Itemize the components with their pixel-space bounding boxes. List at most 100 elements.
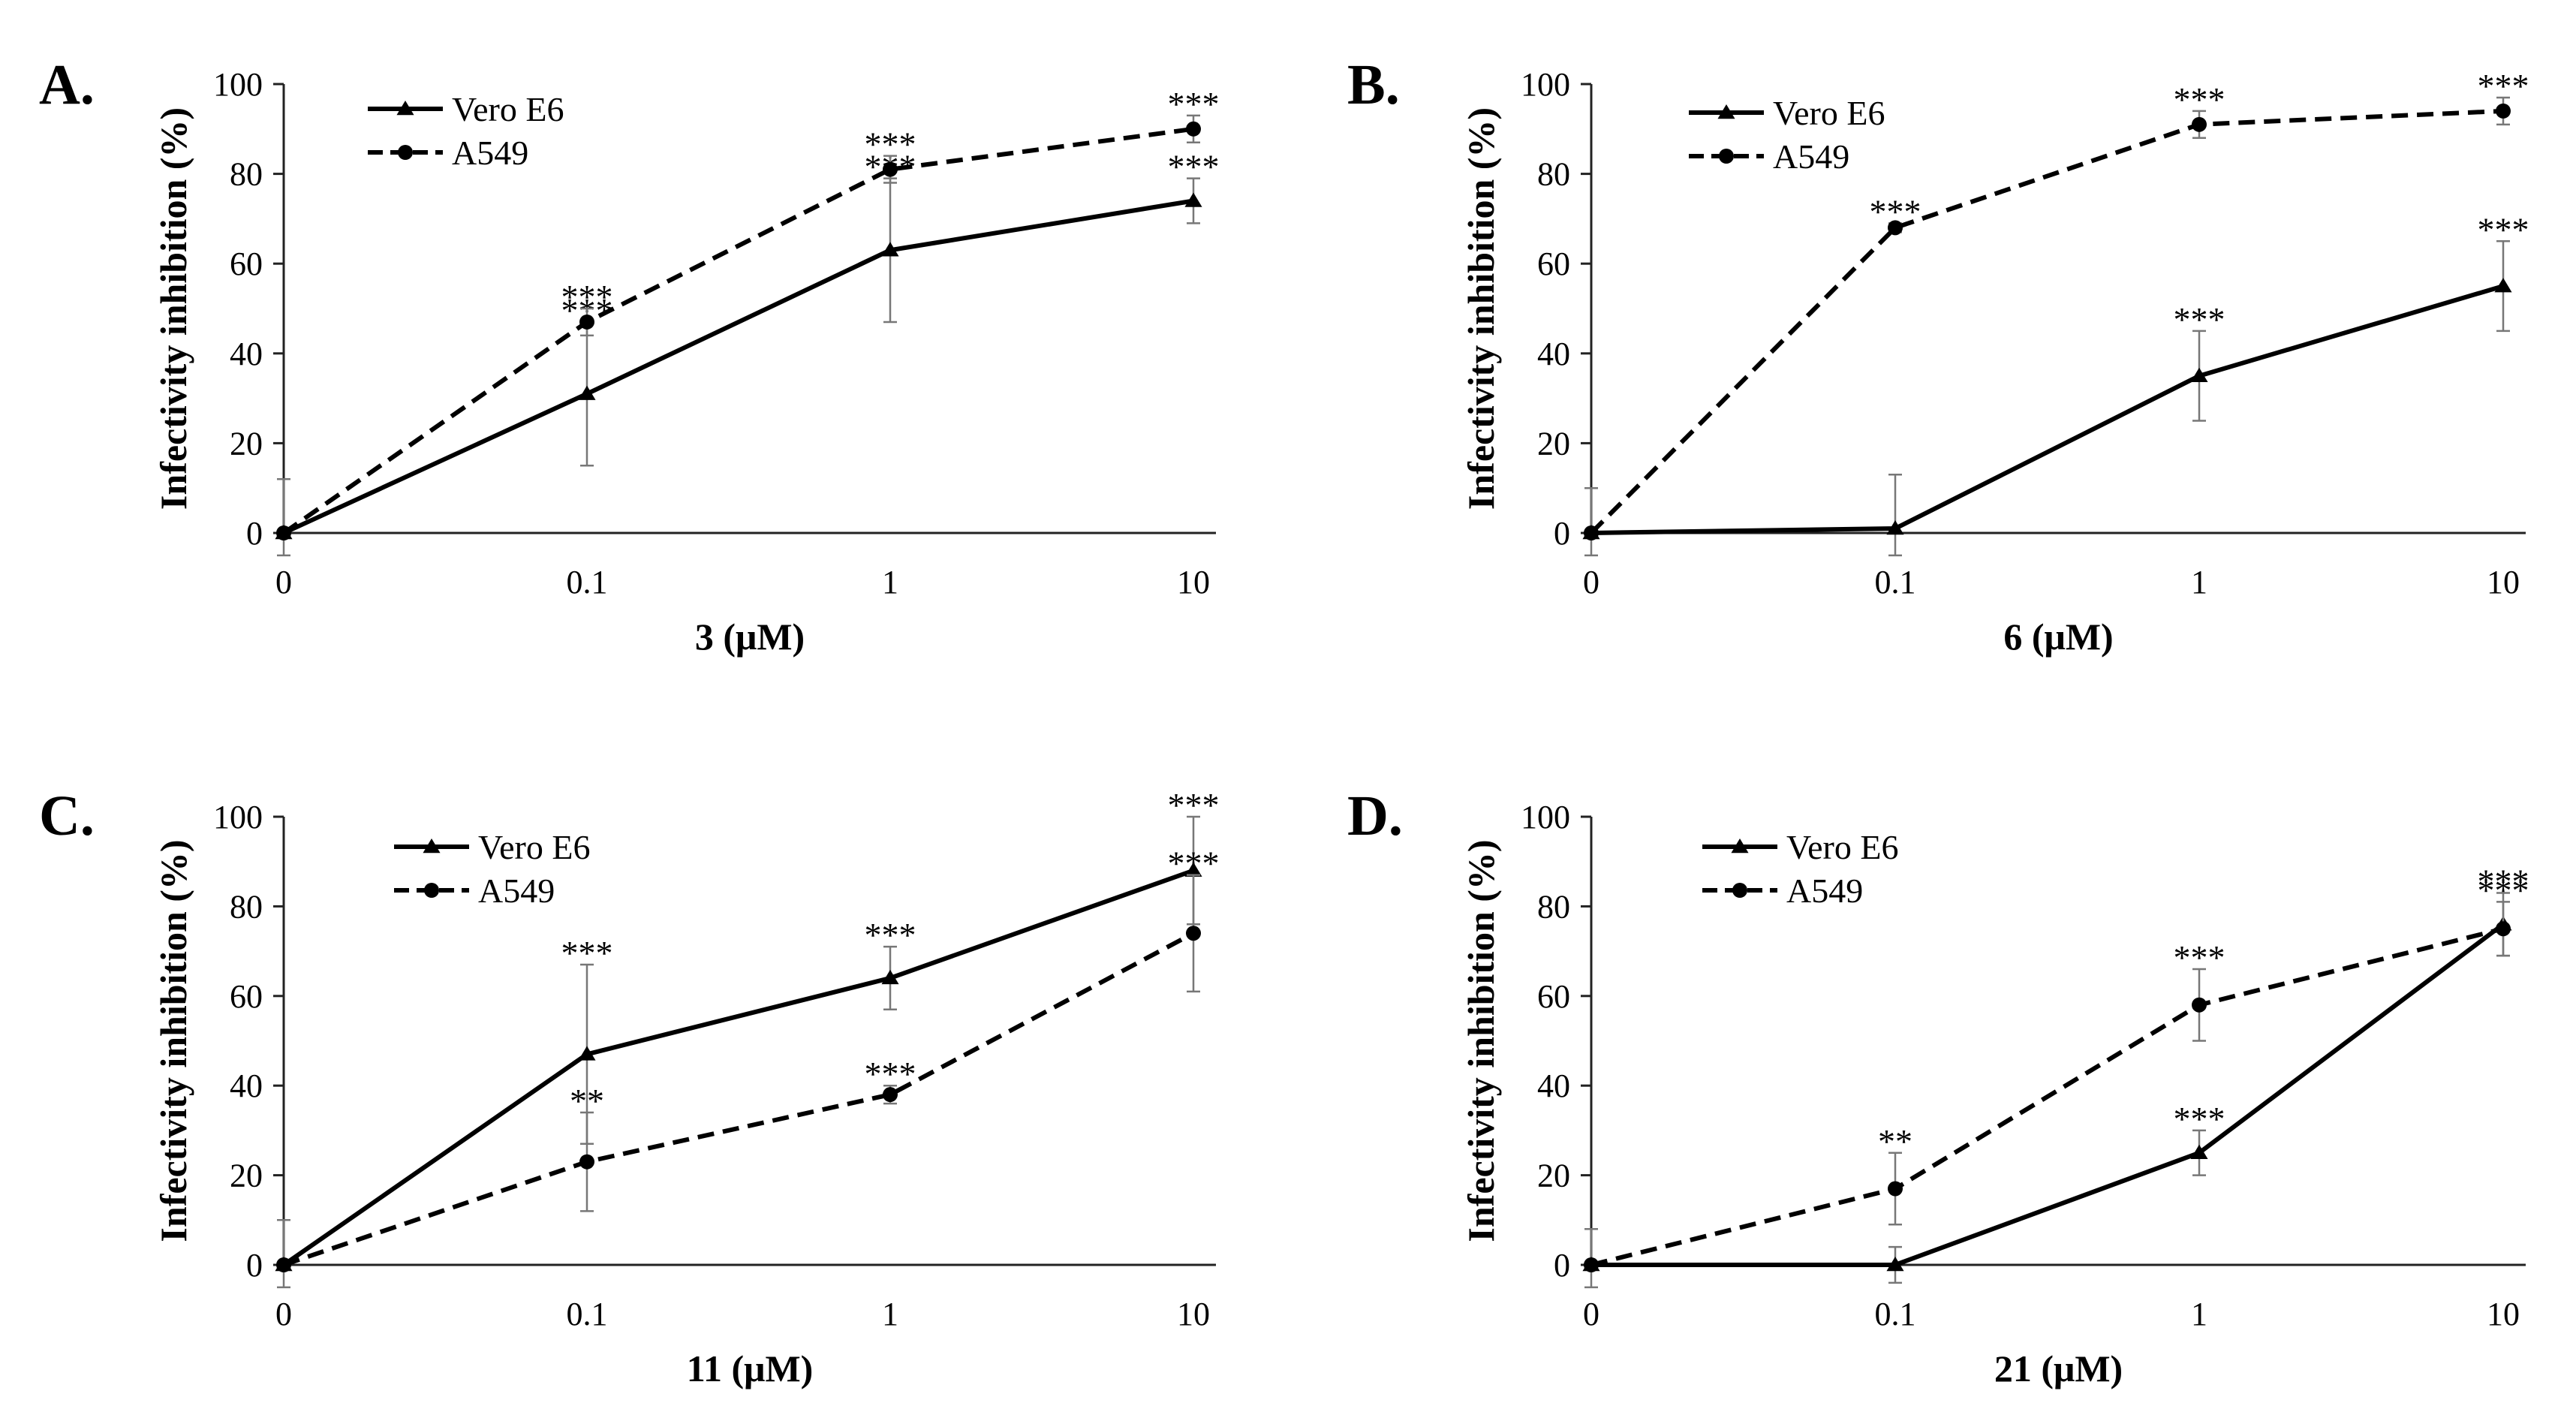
y-axis-title: Infectivity inhibition (%) [152, 107, 194, 510]
data-point [881, 242, 899, 257]
y-tick-label: 0 [246, 515, 263, 552]
x-tick-label: 10 [1177, 1296, 1210, 1332]
significance-label: *** [865, 916, 916, 954]
legend-marker [1731, 838, 1749, 854]
x-tick-label: 10 [1177, 564, 1210, 601]
panel-letter: B. [1347, 53, 1400, 116]
y-tick-label: 80 [1537, 888, 1570, 925]
legend-marker [1717, 104, 1735, 119]
significance-label: *** [2478, 67, 2529, 105]
y-axis-title: Infectivity inhibition (%) [1460, 107, 1502, 510]
y-tick-label: 20 [1537, 425, 1570, 462]
data-point [579, 314, 594, 330]
y-tick-label: 40 [1537, 1067, 1570, 1104]
data-point [2192, 997, 2207, 1013]
series-line [1589, 108, 2504, 535]
significance-label: *** [2478, 210, 2529, 248]
legend-entry-label: A549 [1786, 872, 1863, 910]
significance-label: *** [2478, 862, 2529, 900]
series-line [282, 126, 1194, 535]
x-tick-label: 1 [2191, 564, 2207, 601]
legend: Vero E6 A549 [1689, 94, 1885, 176]
series-line [283, 931, 1195, 1267]
x-tick-label: 1 [2191, 1296, 2207, 1332]
y-tick-label: 0 [246, 1247, 263, 1284]
data-point [2496, 921, 2511, 937]
x-tick-label: 0.1 [567, 1296, 608, 1332]
chart-panel-2: B. 0 20 40 60 80 100 0 0.1 1 10 6 (μM) Infectivity i… [1347, 53, 2529, 658]
data-point [2192, 116, 2207, 132]
x-axis-title: 3 (μM) [695, 616, 805, 658]
data-point [881, 969, 899, 985]
chart-panel-1: A. 0 20 40 60 80 100 0 0.1 1 10 3 (μM) Infectivity i… [39, 53, 1220, 658]
series-a549: ******** [1584, 871, 2529, 1272]
legend-entry-label: Vero E6 [1786, 828, 1898, 866]
significance-label: *** [865, 1055, 916, 1093]
data-point [1186, 121, 1201, 137]
data-point [1184, 192, 1202, 207]
panel-letter: C. [39, 784, 95, 848]
significance-label: *** [561, 934, 613, 972]
data-point [578, 385, 596, 400]
y-tick-label: 40 [1537, 336, 1570, 372]
significance-label: *** [1168, 845, 1220, 883]
y-tick-label: 80 [230, 156, 263, 193]
series-line [1590, 284, 2504, 535]
series-line [1590, 926, 2504, 1267]
panel-letter: D. [1347, 784, 1403, 848]
legend-entry-label: Vero E6 [1773, 94, 1885, 132]
y-tick-label: 40 [230, 1067, 263, 1104]
chart-panel-3: C. 0 20 40 60 80 100 0 0.1 1 10 11 (μM) Infectivity … [39, 784, 1220, 1389]
y-tick-label: 20 [1537, 1158, 1570, 1194]
series-a549: *** *** *** [1584, 67, 2529, 540]
y-tick-label: 20 [230, 1158, 263, 1194]
legend-entry-label: A549 [452, 134, 528, 172]
significance-label: *** [1168, 85, 1220, 123]
series-a549: *** *** *** [276, 85, 1220, 540]
x-tick-label: 0.1 [567, 564, 608, 601]
y-tick-label: 60 [1537, 245, 1570, 282]
y-tick-label: 60 [230, 978, 263, 1015]
significance-label: *** [2174, 938, 2225, 977]
x-tick-label: 0.1 [1875, 1296, 1916, 1332]
y-tick-label: 100 [1521, 66, 1570, 103]
data-point [1886, 520, 1904, 535]
legend-marker [1732, 883, 1747, 898]
chart-panel-4: D. 0 20 40 60 80 100 0 0.1 1 10 21 (μM) Infectivity … [1347, 784, 2529, 1389]
legend-marker [423, 838, 441, 854]
significance-label: *** [865, 125, 916, 164]
data-point [2190, 1144, 2208, 1159]
x-tick-label: 0 [275, 564, 292, 601]
significance-label: *** [2174, 300, 2225, 339]
y-tick-label: 100 [1521, 799, 1570, 835]
data-point [1584, 525, 1599, 540]
data-point [1888, 220, 1903, 236]
x-tick-label: 1 [882, 1296, 898, 1332]
y-axis-title: Infectivity inhibition (%) [1460, 839, 1502, 1242]
legend-entry-label: Vero E6 [452, 90, 564, 128]
y-tick-label: 20 [230, 425, 263, 462]
data-point [276, 525, 291, 540]
legend-marker [1719, 149, 1734, 164]
data-point [1886, 1257, 1904, 1272]
x-tick-label: 0 [1583, 564, 1599, 601]
y-tick-label: 100 [213, 799, 263, 835]
x-tick-label: 10 [2487, 564, 2520, 601]
x-axis-title: 11 (μM) [687, 1347, 814, 1389]
series-line [282, 868, 1195, 1267]
legend-marker [396, 101, 414, 116]
y-tick-label: 40 [230, 336, 263, 372]
y-tick-label: 80 [230, 888, 263, 925]
series-vero-e6: ********* [275, 148, 1220, 557]
x-axis-title: 21 (μM) [1994, 1347, 2123, 1389]
y-tick-label: 60 [230, 245, 263, 282]
significance-label: *** [1870, 192, 1921, 230]
y-tick-label: 80 [1537, 156, 1570, 193]
data-point [2494, 278, 2512, 293]
data-point [579, 1154, 594, 1170]
legend-entry-label: A549 [478, 872, 555, 910]
data-point [1584, 1257, 1599, 1272]
significance-label: *** [561, 278, 613, 316]
significance-label: *** [2478, 871, 2529, 909]
